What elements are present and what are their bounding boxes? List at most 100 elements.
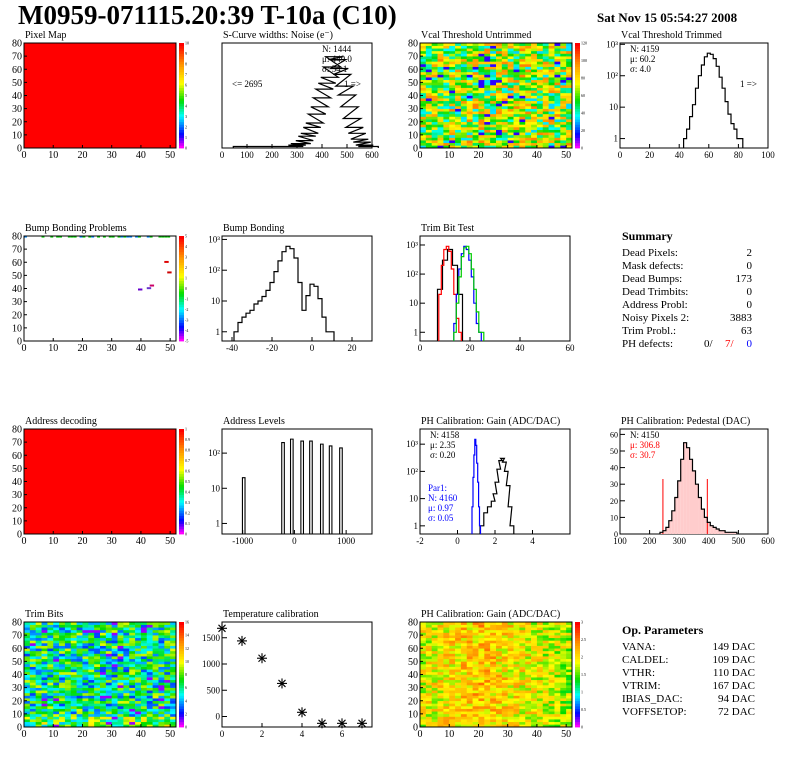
heatmap-cell xyxy=(146,637,153,641)
heatmap-cell xyxy=(437,48,444,52)
heatmap-cell xyxy=(70,635,77,639)
heatmap-cell xyxy=(24,648,31,652)
palette-segment xyxy=(179,643,184,647)
heatmap-cell xyxy=(513,682,520,686)
heatmap-cell xyxy=(140,685,148,688)
heatmap-cell xyxy=(484,627,491,631)
heatmap-cell xyxy=(76,711,83,715)
heatmap-cell xyxy=(525,687,532,691)
heatmap-cell xyxy=(542,82,549,86)
heatmap-cell xyxy=(484,682,491,686)
heatmap-cell xyxy=(129,713,136,717)
heatmap-cell xyxy=(29,658,36,662)
heatmap-cell xyxy=(82,703,89,707)
heatmap-cell xyxy=(24,640,31,644)
heatmap-cell xyxy=(123,627,130,631)
heatmap-cell xyxy=(449,682,456,686)
heatmap-cell xyxy=(525,716,532,720)
heatmap-cell xyxy=(478,132,485,136)
heatmap-cell xyxy=(501,687,508,691)
heatmap-cell xyxy=(443,716,450,720)
y-tick-label: 50 xyxy=(12,271,22,282)
heatmap-cell xyxy=(501,98,508,102)
heatmap-cell xyxy=(490,64,497,67)
heatmap-cell xyxy=(536,79,544,83)
heatmap-cell xyxy=(117,692,124,696)
heatmap-cell xyxy=(123,698,130,702)
heatmap-cell xyxy=(76,698,83,702)
heatmap-cell xyxy=(70,653,77,657)
heatmap-cell xyxy=(466,66,473,70)
heatmap-cell xyxy=(472,685,479,688)
heatmap-cell xyxy=(466,129,473,133)
stats-line-par1: N: 4160 xyxy=(428,493,458,503)
heatmap-cell xyxy=(455,719,462,723)
chart-title: Bump Bonding xyxy=(223,223,284,234)
heatmap-cell xyxy=(135,690,142,694)
heatmap-cell xyxy=(41,711,48,715)
heatmap-cell xyxy=(170,677,177,681)
palette-tick-label: 3 xyxy=(185,255,187,260)
heatmap-cell xyxy=(100,640,107,644)
heatmap-cell xyxy=(496,100,503,104)
palette-segment xyxy=(179,325,184,329)
heatmap-cell xyxy=(123,703,130,707)
heatmap-cell xyxy=(437,71,444,75)
heatmap-cell xyxy=(531,685,538,688)
heatmap-cell xyxy=(431,103,438,107)
y-tick-label: 0 xyxy=(17,337,22,348)
plot-frame xyxy=(221,428,373,535)
heatmap-cell xyxy=(420,692,427,696)
heatmap-cell xyxy=(35,682,42,686)
heatmap-cell xyxy=(548,106,555,109)
heatmap-cell xyxy=(484,645,491,649)
heatmap-cell xyxy=(443,632,450,636)
heatmap-cell xyxy=(24,658,31,662)
heatmap-cell xyxy=(64,624,72,628)
heatmap-cell xyxy=(554,66,561,70)
heatmap-cell xyxy=(566,58,573,62)
palette-tick-label: 1 xyxy=(185,276,187,281)
heatmap-cell xyxy=(455,635,462,639)
heatmap-cell xyxy=(566,64,573,67)
heatmap-cell xyxy=(102,236,106,238)
heatmap-cell xyxy=(496,95,503,99)
heatmap-cell xyxy=(24,679,31,683)
heatmap-cell xyxy=(82,724,89,728)
heatmap-cell xyxy=(531,624,538,628)
heatmap-cell xyxy=(59,640,66,644)
heatmap-cell xyxy=(455,53,462,57)
heatmap-cell xyxy=(455,64,462,67)
heatmap-cell xyxy=(455,119,462,123)
heatmap-cell xyxy=(554,682,561,686)
stats-line-par1: Par1: xyxy=(428,483,447,493)
x-tick-label: 20 xyxy=(645,150,655,160)
heatmap-cell xyxy=(455,137,462,141)
heatmap-cell xyxy=(140,635,148,639)
heatmap-cell xyxy=(490,645,497,649)
heatmap-cell xyxy=(525,142,532,146)
heatmap-cell xyxy=(466,664,473,667)
heatmap-cell xyxy=(146,635,153,639)
heatmap-cell xyxy=(542,92,549,96)
heatmap-cell xyxy=(70,719,77,723)
heatmap-cell xyxy=(519,656,526,660)
heatmap-cell xyxy=(560,685,567,688)
heatmap-cell xyxy=(420,69,427,73)
heatmap-cell xyxy=(94,627,101,631)
heatmap-cell xyxy=(164,632,171,636)
heatmap-cell xyxy=(425,724,432,728)
heatmap-cell xyxy=(519,679,526,683)
heatmap-cell xyxy=(536,656,544,660)
heatmap-cell xyxy=(490,632,497,636)
heatmap-cell xyxy=(70,700,77,704)
heatmap-cell xyxy=(560,627,567,631)
heatmap-cell xyxy=(501,85,508,88)
heatmap-cell xyxy=(484,124,491,128)
palette-segment xyxy=(179,119,184,123)
stats-line: N: 4150 xyxy=(630,430,660,440)
heatmap-cell xyxy=(519,106,526,109)
palette-segment xyxy=(575,658,580,662)
heatmap-cell xyxy=(501,650,508,654)
